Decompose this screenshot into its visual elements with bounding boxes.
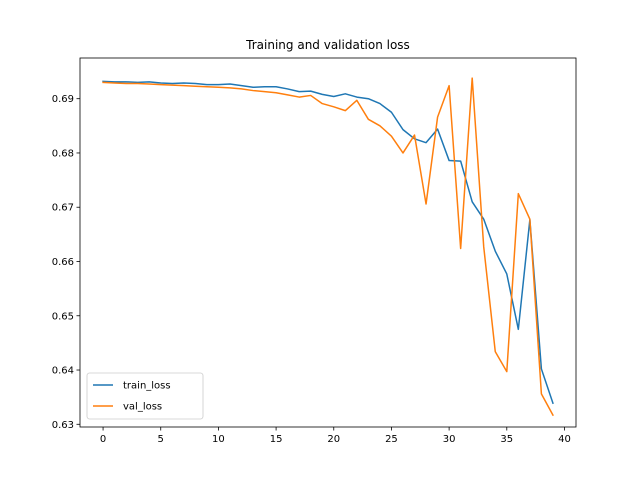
x-tick-label: 30 [443, 434, 456, 445]
y-tick-label: 0.64 [52, 366, 74, 377]
y-tick-label: 0.69 [52, 94, 74, 105]
y-tick-label: 0.63 [52, 420, 74, 431]
x-tick-label: 35 [500, 434, 513, 445]
legend-label-train-loss: train_loss [123, 381, 171, 392]
y-tick-label: 0.65 [52, 311, 74, 322]
y-tick-label: 0.67 [52, 203, 74, 214]
y-tick-label: 0.66 [52, 257, 74, 268]
series-line-val-loss [102, 77, 554, 417]
plot-area: 0 5 10 15 20 25 30 35 40 0.63 0.64 0.65 0.66 0.67 0.68… [52, 57, 577, 445]
chart-title: Training and validation loss [245, 38, 410, 52]
x-tick-label: 25 [385, 434, 398, 445]
legend-box [86, 372, 204, 420]
series-line-train-loss [102, 80, 554, 405]
y-tick-label: 0.68 [52, 148, 74, 159]
x-tick-label: 5 [158, 434, 164, 445]
legend-label-val-loss: val_loss [123, 402, 162, 413]
x-tick-label: 10 [212, 434, 225, 445]
x-tick-label: 15 [270, 434, 283, 445]
x-tick-label: 20 [327, 434, 340, 445]
x-tick-label: 0 [100, 434, 106, 445]
x-tick-label: 40 [558, 434, 571, 445]
axes-frame [79, 57, 577, 428]
